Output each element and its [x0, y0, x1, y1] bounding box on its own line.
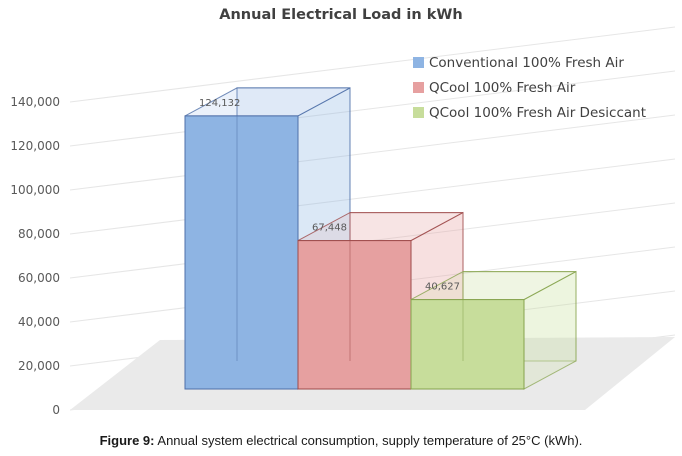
y-tick-label: 60,000	[18, 271, 60, 285]
legend-swatch	[413, 57, 424, 68]
bar-front-face	[184, 115, 299, 390]
data-label: 124,132	[199, 98, 240, 109]
data-label: 40,627	[425, 282, 460, 293]
caption-text: Annual system electrical consumption, su…	[154, 433, 583, 448]
bars: 124,132 67,448 40,627	[184, 87, 577, 390]
bar: 40,627	[410, 270, 577, 390]
y-tick-label: 100,000	[10, 183, 60, 197]
gridline	[69, 114, 676, 191]
y-axis-ticks: 0 20,000 40,000 60,000 80,000 100,000 120,000 1…	[10, 95, 60, 417]
bar-front-face	[297, 240, 412, 390]
y-tick-label: 140,000	[10, 95, 60, 109]
y-tick-label: 80,000	[18, 227, 60, 241]
legend-swatch	[413, 82, 424, 93]
caption-label: Figure 9:	[99, 433, 155, 448]
gridline	[69, 158, 676, 235]
legend: Conventional 100% Fresh Air QCool 100% Fr…	[413, 55, 646, 121]
y-tick-label: 20,000	[18, 359, 60, 373]
gridline	[69, 70, 676, 147]
gridline	[69, 26, 676, 103]
y-tick-label: 40,000	[18, 315, 60, 329]
y-tick-label: 0	[52, 403, 60, 417]
chart-title: Annual Electrical Load in kWh	[219, 7, 462, 23]
legend-label: Conventional 100% Fresh Air	[429, 55, 624, 71]
legend-label: QCool 100% Fresh Air Desiccant	[429, 105, 646, 121]
legend-item: QCool 100% Fresh Air	[413, 80, 576, 96]
figure-caption: Figure 9: Annual system electrical consu…	[0, 433, 682, 448]
legend-swatch	[413, 107, 424, 118]
data-label: 67,448	[312, 223, 347, 234]
legend-item: QCool 100% Fresh Air Desiccant	[413, 105, 646, 121]
legend-label: QCool 100% Fresh Air	[429, 80, 576, 96]
bar-front-face	[410, 299, 525, 390]
y-tick-label: 120,000	[10, 139, 60, 153]
legend-item: Conventional 100% Fresh Air	[413, 55, 624, 71]
